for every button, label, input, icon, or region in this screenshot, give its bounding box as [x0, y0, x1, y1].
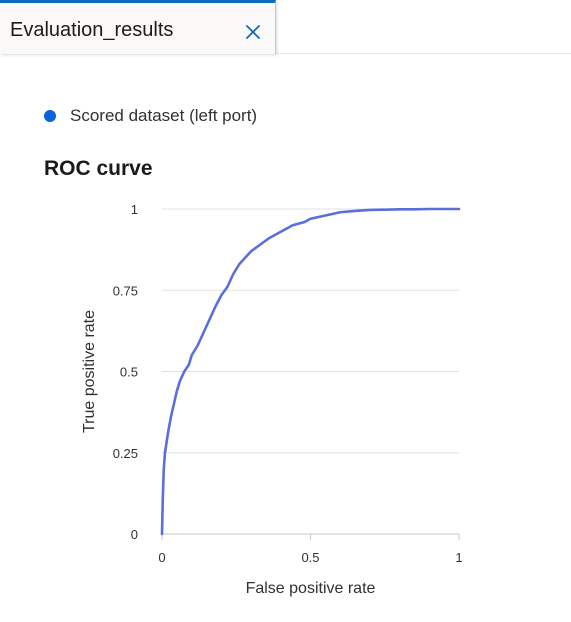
y-tick-label: 0.5: [120, 365, 138, 380]
chart-title: ROC curve: [44, 157, 153, 180]
y-tick-label: 1: [131, 202, 138, 217]
x-axis-label: False positive rate: [246, 580, 376, 597]
y-tick-label: 0.75: [113, 283, 138, 298]
chart-legend: Scored dataset (left port): [44, 105, 257, 127]
tab-title: Evaluation_results: [10, 19, 174, 41]
chart-grid: [162, 208, 459, 535]
x-tick-label: 0: [158, 550, 165, 565]
close-icon[interactable]: [243, 22, 263, 42]
chart-ticks: 0 0.25 0.5 0.75 1 0 0.5 1: [113, 202, 463, 565]
x-tick-label: 1: [455, 550, 462, 565]
x-tick-label: 0.5: [301, 550, 319, 565]
y-tick-label: 0.25: [113, 446, 138, 461]
roc-curve-line: [160, 207, 461, 536]
legend-swatch: [44, 110, 56, 122]
tab-evaluation-results[interactable]: Evaluation_results: [0, 0, 276, 54]
legend-label: Scored dataset (left port): [70, 106, 258, 125]
y-tick-label: 0: [131, 527, 138, 542]
y-axis-label: True positive rate: [81, 310, 98, 433]
tab-bar: Evaluation_results: [0, 0, 571, 54]
